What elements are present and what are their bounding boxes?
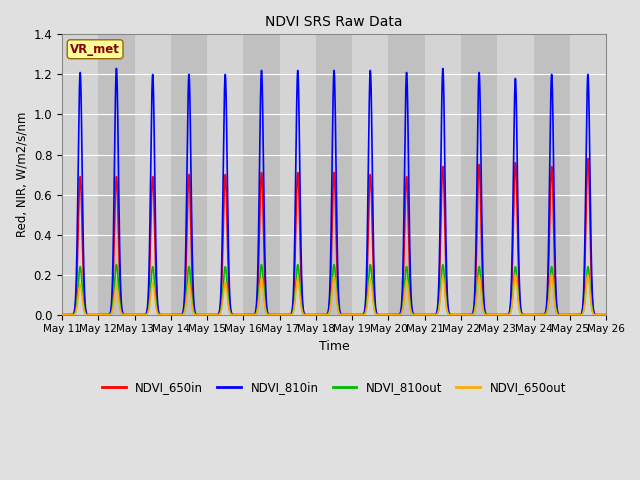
Bar xyxy=(280,35,316,315)
Text: VR_met: VR_met xyxy=(70,43,120,56)
Title: NDVI SRS Raw Data: NDVI SRS Raw Data xyxy=(266,15,403,29)
Y-axis label: Red, NIR, W/m2/s/nm: Red, NIR, W/m2/s/nm xyxy=(15,112,28,237)
X-axis label: Time: Time xyxy=(319,340,349,353)
Bar xyxy=(62,35,99,315)
Bar xyxy=(352,35,388,315)
Bar xyxy=(497,35,534,315)
Bar xyxy=(207,35,243,315)
Bar xyxy=(534,35,570,315)
Legend: NDVI_650in, NDVI_810in, NDVI_810out, NDVI_650out: NDVI_650in, NDVI_810in, NDVI_810out, NDV… xyxy=(97,377,571,399)
Bar xyxy=(570,35,606,315)
Bar xyxy=(388,35,425,315)
Bar xyxy=(243,35,280,315)
Bar xyxy=(316,35,352,315)
Bar xyxy=(425,35,461,315)
Bar xyxy=(99,35,134,315)
Bar xyxy=(461,35,497,315)
Bar xyxy=(171,35,207,315)
Bar xyxy=(134,35,171,315)
